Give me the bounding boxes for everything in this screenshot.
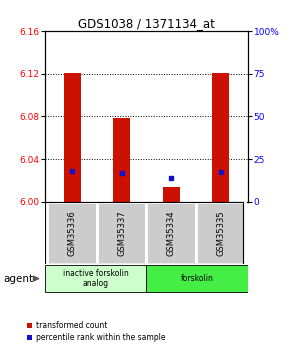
- Bar: [212, 73, 229, 202]
- Text: GSM35337: GSM35337: [117, 210, 126, 256]
- Title: GDS1038 / 1371134_at: GDS1038 / 1371134_at: [78, 17, 215, 30]
- Bar: [146, 265, 248, 292]
- Text: inactive forskolin
analog: inactive forskolin analog: [63, 269, 128, 288]
- Bar: [196, 202, 245, 264]
- Bar: [97, 202, 146, 264]
- Bar: [45, 265, 146, 292]
- Text: forskolin: forskolin: [181, 274, 214, 283]
- Bar: [113, 118, 130, 202]
- Bar: [48, 202, 97, 264]
- Bar: [64, 73, 81, 202]
- Text: GSM35335: GSM35335: [216, 210, 225, 256]
- Text: agent: agent: [3, 274, 33, 284]
- Legend: transformed count, percentile rank within the sample: transformed count, percentile rank withi…: [27, 321, 166, 342]
- Text: GSM35334: GSM35334: [167, 210, 176, 256]
- Text: GSM35336: GSM35336: [68, 210, 77, 256]
- Bar: [146, 202, 196, 264]
- Bar: [162, 187, 180, 202]
